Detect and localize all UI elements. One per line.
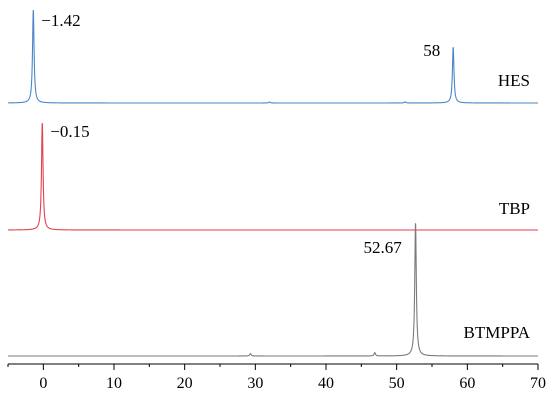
series-label-hes: HES	[498, 71, 530, 90]
spectrum-line-btmppa	[8, 223, 538, 357]
label-layer: −1.42 58 HES −0.15 TBP 52.67 BTMPPA	[41, 11, 530, 342]
x-tick-label: 40	[318, 375, 334, 392]
peak-label-tbp-0: −0.15	[50, 122, 89, 141]
x-tick-label: 0	[39, 375, 47, 392]
spectrum-line-tbp	[8, 123, 538, 231]
peak-label-hes-1: 58	[423, 41, 440, 60]
x-tick-label: 60	[459, 375, 475, 392]
x-axis: 0 10 20 30 40 50 60 70	[7, 363, 546, 392]
x-tick-label: 70	[530, 375, 546, 392]
peak-label-hes-0: −1.42	[41, 11, 80, 30]
series-label-tbp: TBP	[499, 199, 530, 218]
series-label-btmppa: BTMPPA	[464, 323, 531, 342]
x-tick-label: 50	[389, 375, 405, 392]
peak-label-btmppa-0: 52.67	[364, 238, 403, 257]
x-tick-label: 10	[106, 375, 122, 392]
spectrum-line-hes	[8, 9, 538, 104]
x-tick-label: 20	[177, 375, 193, 392]
series-layer	[8, 9, 538, 357]
x-tick-label: 30	[247, 375, 263, 392]
